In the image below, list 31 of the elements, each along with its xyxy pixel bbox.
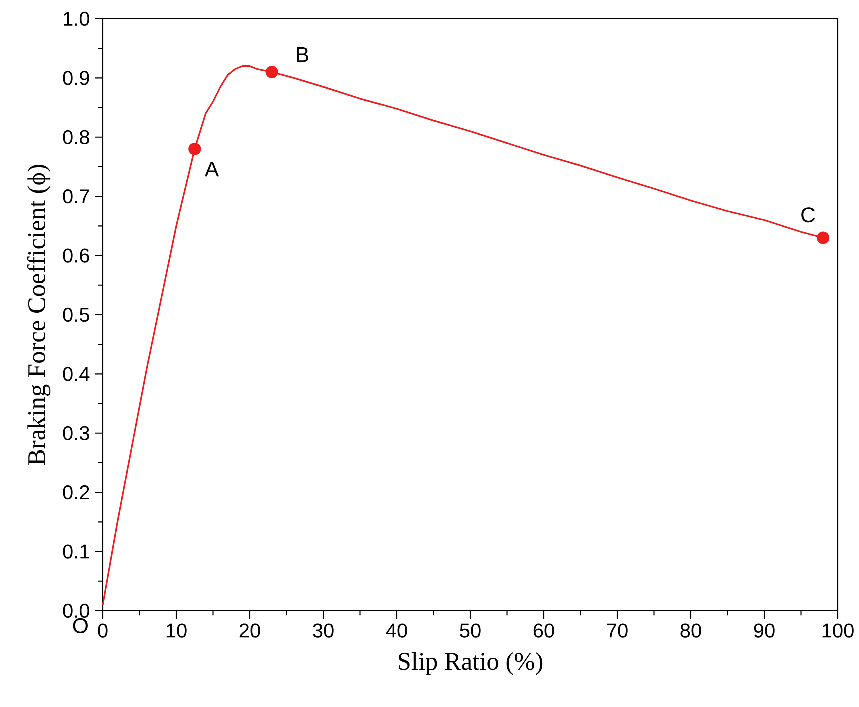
y-tick-label: 0.9 — [63, 71, 90, 86]
x-tick-label: 100 — [822, 624, 854, 638]
y-tick-label: 0.7 — [63, 190, 90, 204]
y-tick-label: 0.2 — [63, 486, 90, 500]
x-axis-title: Slip Ratio (%) — [399, 652, 543, 676]
x-tick-label: 70 — [607, 624, 628, 638]
x-tick-label: 20 — [240, 624, 260, 638]
x-tick-label: 40 — [386, 624, 408, 638]
x-tick-label: 80 — [680, 624, 702, 638]
x-tick-label: 60 — [534, 624, 554, 638]
x-tick-label: 90 — [754, 624, 775, 638]
y-tick-label: 1.0 — [64, 12, 90, 26]
text: O — [73, 618, 88, 634]
y-tick-label: 0.4 — [63, 367, 90, 382]
y-tick-label: 0.1 — [63, 544, 90, 559]
point — [266, 66, 278, 79]
point — [817, 232, 830, 244]
y-tick-label: 0.8 — [63, 130, 90, 144]
y-tick-label: 0.0 — [63, 604, 90, 618]
annotation: A — [204, 162, 220, 177]
x-tick-label: 50 — [460, 624, 481, 638]
y-tick-label: 0.3 — [63, 426, 90, 440]
y-tick-label: 0.6 — [63, 248, 90, 263]
x-tick-label: 10 — [166, 624, 187, 638]
annotation: C — [802, 208, 816, 223]
x-tick-label: 0 — [98, 624, 108, 638]
annotation: B — [297, 48, 309, 62]
x-tick-label: 30 — [313, 624, 334, 638]
y-tick-label: 0.5 — [63, 308, 90, 322]
y-axis-title: Braking Force Coefficient (ϕ) — [27, 165, 51, 466]
point — [188, 142, 202, 156]
